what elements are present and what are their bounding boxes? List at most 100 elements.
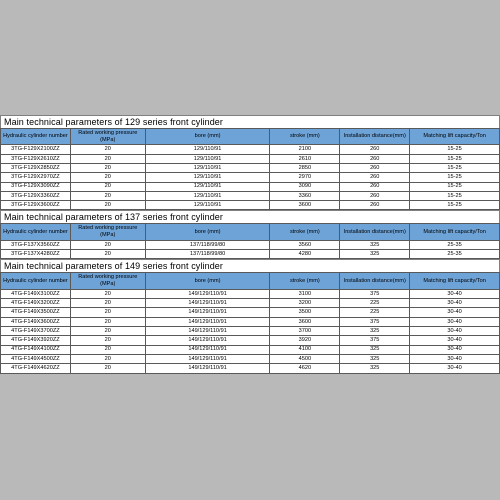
table-cell: 20 [70,336,145,345]
table-cell: 20 [70,182,145,191]
table-row: 4TG-F149X3700ZZ20149/129/110/91370032530… [1,327,500,336]
table-cell: 4TG-F149X3700ZZ [1,327,71,336]
table-row: 3TG-F129X2970ZZ20129/110/91297026015-25 [1,173,500,182]
table-cell: 15-25 [410,182,500,191]
table-cell: 260 [340,154,410,163]
table-cell: 137/118/99/80 [145,240,270,249]
table-cell: 25-35 [410,250,500,259]
table-cell: 3TG-F129X3090ZZ [1,182,71,191]
table-cell: 149/129/110/91 [145,308,270,317]
column-header: Matching lift capacity/Ton [410,273,500,289]
table-cell: 15-25 [410,173,500,182]
table-cell: 3TG-F129X2610ZZ [1,154,71,163]
table-cell: 149/129/110/91 [145,289,270,298]
table-cell: 225 [340,308,410,317]
table-cell: 4100 [270,345,340,354]
column-header: Hydraulic cylinder number [1,129,71,145]
column-header: Installation distance(mm) [340,224,410,240]
table-cell: 15-25 [410,154,500,163]
table-cell: 30-40 [410,364,500,373]
table-cell: 3TG-F129X2850ZZ [1,164,71,173]
column-header: Matching lift capacity/Ton [410,129,500,145]
table-cell: 20 [70,317,145,326]
column-header: Hydraulic cylinder number [1,224,71,240]
table-row: 3TG-F129X3600ZZ20129/110/91360026015-25 [1,201,500,210]
table-row: 3TG-F137X3560ZZ20137/118/99/80356032525-… [1,240,500,249]
table-cell: 3100 [270,289,340,298]
table-cell: 260 [340,182,410,191]
table-cell: 129/110/91 [145,145,270,154]
table-row: 4TG-F149X4100ZZ20149/129/110/91410032530… [1,345,500,354]
table-row: 4TG-F149X3600ZZ20149/129/110/91360037530… [1,317,500,326]
table-cell: 30-40 [410,354,500,363]
column-header: Hydraulic cylinder number [1,273,71,289]
column-header: stroke (mm) [270,273,340,289]
table-cell: 149/129/110/91 [145,336,270,345]
table-cell: 3TG-F129X2100ZZ [1,145,71,154]
table-cell: 325 [340,364,410,373]
table-cell: 3920 [270,336,340,345]
table-cell: 4280 [270,250,340,259]
table-row: 3TG-F137X4280ZZ20137/118/99/80428032525-… [1,250,500,259]
table-cell: 375 [340,289,410,298]
table-cell: 15-25 [410,191,500,200]
column-header: Rated working pressure (MPa) [70,273,145,289]
section-title: Main technical parameters of 149 series … [0,259,500,272]
table-cell: 20 [70,327,145,336]
column-header: bore (mm) [145,273,270,289]
table-cell: 3360 [270,191,340,200]
table-cell: 149/129/110/91 [145,345,270,354]
table-cell: 4620 [270,364,340,373]
table-cell: 30-40 [410,308,500,317]
table-cell: 129/110/91 [145,201,270,210]
table-cell: 3TG-F137X3560ZZ [1,240,71,249]
table-cell: 149/129/110/91 [145,364,270,373]
table-cell: 129/110/91 [145,154,270,163]
table-cell: 30-40 [410,317,500,326]
table-cell: 20 [70,289,145,298]
column-header: Installation distance(mm) [340,273,410,289]
table-row: 4TG-F149X3500ZZ20149/129/110/91350022530… [1,308,500,317]
spec-sheet: Main technical parameters of 129 series … [0,115,500,374]
section-title: Main technical parameters of 129 series … [0,115,500,128]
table-cell: 25-35 [410,240,500,249]
table-cell: 30-40 [410,345,500,354]
table-row: 4TG-F149X3200ZZ20149/129/110/91320022530… [1,299,500,308]
table-cell: 30-40 [410,289,500,298]
spec-table: Hydraulic cylinder numberRated working p… [0,272,500,373]
table-cell: 3090 [270,182,340,191]
table-cell: 3700 [270,327,340,336]
table-cell: 4TG-F149X3600ZZ [1,317,71,326]
table-cell: 4TG-F149X3200ZZ [1,299,71,308]
table-row: 4TG-F149X4500ZZ20149/129/110/91450032530… [1,354,500,363]
table-cell: 375 [340,336,410,345]
table-cell: 4TG-F149X4620ZZ [1,364,71,373]
table-cell: 4TG-F149X3920ZZ [1,336,71,345]
table-cell: 3TG-F129X3600ZZ [1,201,71,210]
table-cell: 2100 [270,145,340,154]
table-cell: 2970 [270,173,340,182]
table-cell: 325 [340,345,410,354]
table-cell: 3600 [270,317,340,326]
table-row: 3TG-F129X2610ZZ20129/110/91261026015-25 [1,154,500,163]
table-cell: 3TG-F129X2970ZZ [1,173,71,182]
table-cell: 15-25 [410,201,500,210]
table-cell: 20 [70,145,145,154]
table-cell: 260 [340,145,410,154]
table-cell: 225 [340,299,410,308]
table-cell: 149/129/110/91 [145,299,270,308]
table-cell: 15-25 [410,164,500,173]
table-cell: 20 [70,164,145,173]
spec-table: Hydraulic cylinder numberRated working p… [0,223,500,259]
column-header: Installation distance(mm) [340,129,410,145]
table-cell: 20 [70,308,145,317]
table-row: 4TG-F149X4620ZZ20149/129/110/91462032530… [1,364,500,373]
table-cell: 129/110/91 [145,191,270,200]
table-cell: 325 [340,240,410,249]
table-cell: 20 [70,345,145,354]
table-cell: 20 [70,191,145,200]
table-cell: 3200 [270,299,340,308]
table-cell: 2850 [270,164,340,173]
table-cell: 375 [340,317,410,326]
table-row: 3TG-F129X3090ZZ20129/110/91309026015-25 [1,182,500,191]
